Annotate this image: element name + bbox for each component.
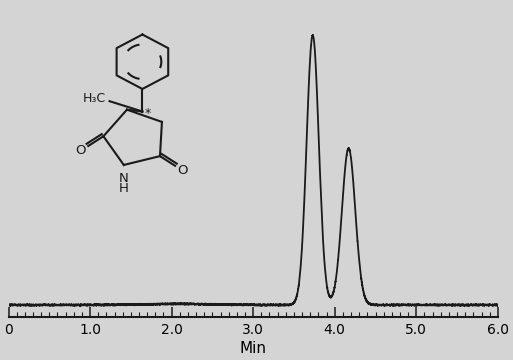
X-axis label: Min: Min xyxy=(240,341,267,356)
